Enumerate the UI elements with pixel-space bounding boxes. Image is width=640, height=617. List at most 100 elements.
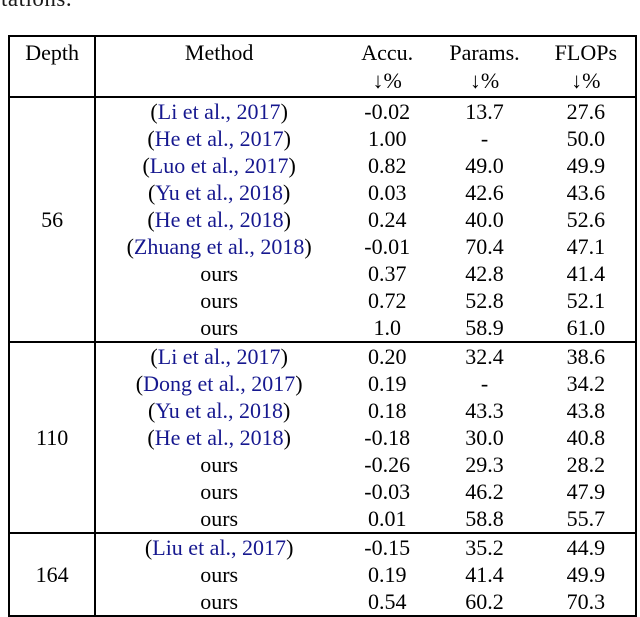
params-cell: 52.8 [465, 288, 504, 313]
accu-cell: -0.15 [342, 532, 433, 561]
method-cell: ours [200, 315, 239, 340]
paper-table: Depth Method Accu. ↓% Params. ↓% FLOPs ↓… [8, 35, 637, 617]
col-header-params-label: Params. [449, 40, 520, 65]
flops-cell: 52.1 [566, 288, 606, 313]
citation-link[interactable]: Li et al., 2017 [157, 344, 281, 369]
flops-unit-label: ↓% [571, 68, 601, 93]
flops-cell: 38.6 [536, 341, 636, 370]
col-header-flops-label: FLOPs [554, 40, 617, 65]
flops-cell: 40.8 [566, 425, 606, 450]
params-cell: 58.9 [465, 315, 504, 340]
citation-open-paren: ( [147, 126, 155, 151]
params-cell: - [480, 126, 489, 151]
citation-link[interactable]: Li et al., 2017 [157, 99, 281, 124]
col-header-depth: Depth [9, 36, 97, 98]
accu-cell: 0.54 [367, 589, 407, 614]
flops-cell: 61.0 [566, 315, 606, 340]
flops-cell: 44.9 [536, 532, 636, 561]
citation-link[interactable]: Luo et al., 2017 [149, 153, 289, 178]
params-cell: 70.4 [465, 234, 504, 259]
flops-cell: 55.7 [566, 506, 606, 531]
table-row: (He et al., 2017) 1.00 - 50.0 [9, 125, 636, 152]
params-cell: - [480, 371, 489, 396]
citation-close-paren: ) [295, 371, 303, 396]
citation-open-paren: ( [144, 535, 153, 560]
accu-cell: 0.24 [367, 207, 407, 232]
params-cell: 13.7 [432, 96, 537, 125]
table-row: ours 0.37 42.8 41.4 [9, 260, 636, 287]
method-cell: (Luo et al., 2017) [95, 152, 342, 179]
table-row: ours 1.0 58.9 61.0 [9, 314, 636, 342]
flops-cell: 70.3 [566, 589, 606, 614]
citation-close-paren: ) [283, 207, 291, 232]
flops-cell: 43.6 [566, 180, 606, 205]
citation-link[interactable]: He et al., 2018 [154, 207, 284, 232]
method-cell: (Liu et al., 2017) [95, 532, 343, 561]
citation-link[interactable]: Yu et al., 2018 [155, 398, 283, 423]
accu-unit-label: ↓% [372, 68, 402, 93]
table-row: (Dong et al., 2017) 0.19 - 34.2 [9, 370, 636, 397]
flops-cell: 52.6 [566, 207, 606, 232]
method-cell: (He et al., 2017) [95, 125, 342, 152]
flops-cell: 49.9 [566, 153, 606, 178]
accu-cell: -0.26 [364, 452, 411, 477]
params-cell: 35.2 [432, 532, 537, 561]
method-cell: (Zhuang et al., 2018) [95, 233, 342, 260]
table-row: (He et al., 2018) -0.18 30.0 40.8 [9, 424, 636, 451]
citation-link[interactable]: Yu et al., 2018 [155, 180, 283, 205]
citation-link[interactable]: Liu et al., 2017 [152, 535, 287, 560]
accu-cell: -0.03 [364, 479, 411, 504]
table-row: ours -0.03 46.2 47.9 [9, 478, 636, 505]
method-cell: (He et al., 2018) [95, 424, 342, 451]
citation-close-paren: ) [280, 99, 288, 124]
citation-link[interactable]: Zhuang et al., 2018 [133, 234, 305, 259]
citation-open-paren: ( [135, 371, 144, 396]
method-cell: ours [200, 506, 239, 531]
clipped-caption-text: tations. [1, 0, 72, 12]
citation-close-paren: ) [283, 425, 291, 450]
citation-close-paren: ) [286, 535, 294, 560]
method-cell: (Dong et al., 2017) [95, 370, 342, 397]
depth-cell: 110 [9, 341, 97, 533]
citation-open-paren: ( [147, 180, 156, 205]
citation-open-paren: ( [147, 425, 155, 450]
citation-open-paren: ( [150, 99, 158, 124]
citation-link[interactable]: Dong et al., 2017 [143, 371, 296, 396]
accu-cell: 0.72 [367, 288, 407, 313]
params-cell: 42.8 [465, 261, 504, 286]
accu-cell: -0.02 [342, 96, 433, 125]
depth-cell: 56 [9, 96, 97, 342]
flops-cell: 49.9 [566, 562, 606, 587]
method-cell: ours [200, 589, 239, 614]
flops-cell: 50.0 [566, 126, 606, 151]
params-cell: 42.6 [465, 180, 504, 205]
method-cell: (Yu et al., 2018) [95, 397, 342, 424]
col-header-accu-label: Accu. [361, 40, 414, 65]
table-row: (Luo et al., 2017) 0.82 49.0 49.9 [9, 152, 636, 179]
accu-cell: 1.00 [367, 126, 407, 151]
citation-close-paren: ) [283, 180, 291, 205]
citation-link[interactable]: He et al., 2018 [154, 425, 284, 450]
table-row: ours 0.54 60.2 70.3 [9, 588, 636, 616]
params-cell: 30.0 [465, 425, 504, 450]
col-header-method-label: Method [184, 40, 254, 65]
method-cell: ours [200, 261, 239, 286]
table-row: ours 0.01 58.8 55.7 [9, 505, 636, 533]
table-row: 110 (Li et al., 2017) 0.20 32.4 38.6 [9, 341, 636, 533]
method-cell: ours [200, 562, 239, 587]
params-cell: 46.2 [465, 479, 504, 504]
table-row: (Yu et al., 2018) 0.18 43.3 43.8 [9, 397, 636, 424]
method-cell: (Li et al., 2017) [95, 96, 343, 125]
accu-cell: 0.03 [367, 180, 407, 205]
params-cell: 29.3 [465, 452, 504, 477]
citation-link[interactable]: He et al., 2017 [154, 126, 284, 151]
method-cell: ours [200, 479, 239, 504]
table-body: 56 (Li et al., 2017) -0.02 13.7 27.6 (He et a… [9, 96, 636, 616]
accu-cell: 0.18 [367, 398, 407, 423]
accu-cell: 0.19 [367, 562, 407, 587]
col-header-depth-label: Depth [25, 40, 80, 65]
depth-cell: 164 [9, 532, 97, 616]
table-header-row: Depth Method Accu. ↓% Params. ↓% FLOPs ↓… [9, 36, 636, 98]
table-row: (He et al., 2018) 0.24 40.0 52.6 [9, 206, 636, 233]
citation-close-paren: ) [304, 234, 312, 259]
